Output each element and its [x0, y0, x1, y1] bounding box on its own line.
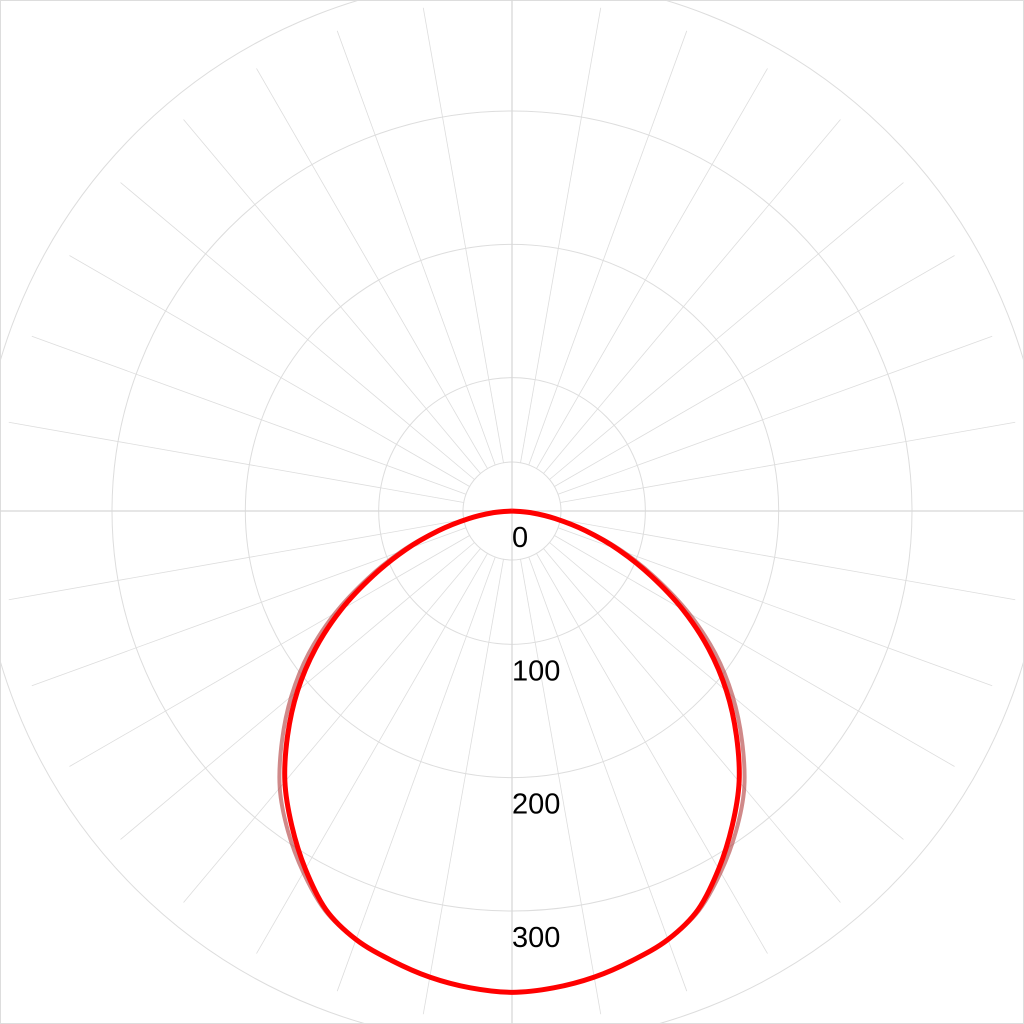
grid-spoke: [336, 556, 496, 992]
grid-spoke: [183, 548, 481, 903]
grid-spoke: [557, 335, 993, 495]
grid-spoke: [554, 255, 955, 487]
grid-spoke: [543, 119, 841, 474]
grid-spoke: [422, 559, 504, 1015]
grid-spoke: [256, 68, 488, 469]
radial-tick-label: 0: [512, 522, 528, 554]
grid-spoke: [183, 119, 481, 474]
grid-spoke: [31, 335, 467, 495]
grid-spoke: [336, 30, 496, 466]
grid-spoke: [69, 255, 470, 487]
grid-spoke: [120, 182, 475, 480]
grid-spoke: [560, 421, 1016, 503]
radial-tick-label: 200: [512, 789, 560, 821]
curves: [277, 508, 747, 995]
radial-tick-label: 300: [512, 922, 560, 954]
grid-spoke: [8, 519, 464, 601]
grid-spoke: [549, 182, 904, 480]
grid-spoke: [554, 535, 955, 767]
grid-spoke: [543, 548, 841, 903]
grid-spoke: [528, 30, 688, 466]
radial-tick-label: 100: [512, 655, 560, 687]
grid-spoke: [560, 519, 1016, 601]
grid-spoke: [536, 553, 768, 954]
grid-spoke: [536, 68, 768, 469]
grid-spoke: [528, 556, 688, 992]
grid-spoke: [520, 7, 602, 463]
grid-spoke: [520, 559, 602, 1015]
grid-spoke: [8, 421, 464, 503]
grid-spoke: [256, 553, 488, 954]
radial-tick-labels: 0 100 200 300: [512, 522, 560, 954]
grid-spoke: [557, 527, 993, 687]
grid-spoke: [69, 535, 470, 767]
grid-spoke: [422, 7, 504, 463]
grid-spoke: [31, 527, 467, 687]
series-curve-1: [282, 508, 742, 995]
